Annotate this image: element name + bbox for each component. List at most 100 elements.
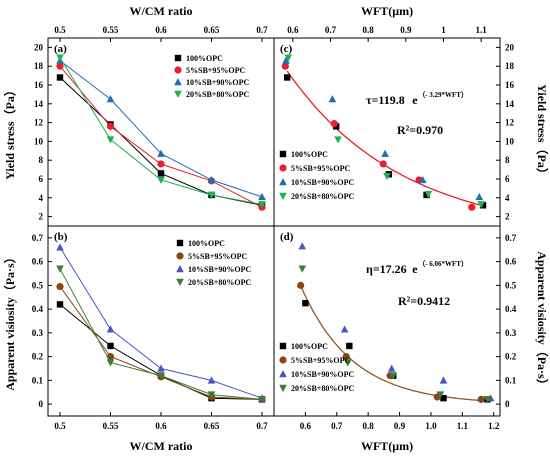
y-tick-label: 0.7 — [32, 233, 44, 243]
x-tick-label: 0.6 — [155, 421, 167, 431]
data-point — [157, 170, 165, 177]
data-point — [389, 372, 398, 380]
x-tick-label: 1 — [441, 25, 446, 35]
data-point — [439, 376, 448, 384]
data-point — [56, 54, 64, 62]
y-tick-label: 0.4 — [32, 304, 44, 314]
y-tick-label: 6 — [505, 174, 510, 184]
data-point — [298, 265, 307, 273]
y-tick-label: 0.2 — [32, 352, 44, 362]
x-tick-label: 1.0 — [425, 421, 437, 431]
y-tick-label: 14 — [505, 99, 515, 109]
legend-label: 5%SB+95%OPC — [291, 164, 350, 173]
plot-frame — [273, 225, 501, 417]
x-tick-label: 0.9 — [394, 421, 406, 431]
legend-marker — [174, 54, 182, 62]
data-point — [383, 172, 391, 181]
legend-marker — [176, 252, 184, 260]
data-point — [297, 281, 305, 289]
y-tick-label: 4 — [39, 193, 44, 203]
y-tick-label: 0.1 — [505, 375, 517, 385]
series-line — [59, 286, 263, 400]
fit-equation-exponent: （- 3.29*WFT） — [418, 91, 468, 99]
data-point — [479, 202, 487, 209]
data-point — [106, 122, 115, 130]
y-tick-label: 8 — [39, 155, 44, 165]
data-point — [343, 359, 352, 367]
data-point — [207, 391, 216, 399]
data-point — [56, 62, 64, 70]
data-point — [346, 342, 353, 350]
data-point — [207, 175, 216, 184]
data-point — [157, 160, 165, 168]
data-point — [106, 95, 115, 103]
y-tick-label: 2 — [39, 212, 44, 222]
legend-label: 5%SB+95%OPC — [188, 252, 247, 261]
legend-marker — [174, 66, 182, 74]
legend-label: 100%OPC — [186, 54, 223, 63]
data-point — [106, 325, 115, 333]
data-point — [157, 372, 165, 380]
x-tick-label: 0.6 — [155, 25, 167, 35]
legend-label: 100%OPC — [291, 342, 328, 351]
x-tick-label: 1.2 — [488, 421, 500, 431]
data-point — [258, 201, 266, 209]
fit-equation-base: e — [412, 93, 418, 107]
series-line — [59, 65, 263, 208]
y-tick-label: 18 — [505, 61, 515, 71]
y-tick-label: 0.6 — [32, 257, 44, 267]
x-tick-label: 0.7 — [325, 25, 337, 35]
panel-label: (d) — [280, 231, 294, 243]
x-tick-label: 0.7 — [331, 421, 343, 431]
data-point — [379, 160, 387, 168]
legend-marker — [279, 342, 287, 350]
y-tick-label: 0.4 — [505, 304, 517, 314]
data-point — [207, 191, 216, 199]
data-point — [157, 364, 165, 372]
legend-marker — [176, 239, 184, 247]
legend-marker — [176, 265, 184, 273]
legend-marker — [174, 78, 182, 86]
data-point — [56, 265, 64, 273]
legend-label: 5%SB+95%OPC — [186, 66, 245, 75]
fit-curve — [300, 285, 491, 402]
data-point — [424, 190, 433, 199]
legend-label: 10%SB+90%OPC — [188, 265, 251, 274]
data-point — [56, 74, 64, 81]
legend-label: 5%SB+95%OPC — [291, 356, 350, 365]
data-point — [106, 353, 115, 361]
x-tick-label: 0.8 — [363, 421, 375, 431]
top-x-axis-title: WFT(μm) — [361, 4, 413, 18]
panel-label: (b) — [54, 231, 68, 243]
panel-label: (c) — [280, 43, 293, 55]
data-point — [298, 242, 307, 250]
x-tick-label: 1.1 — [457, 421, 469, 431]
data-point — [157, 149, 165, 157]
right-y-axis-title: Yield stress（Pa） — [535, 84, 550, 180]
y-tick-label: 8 — [505, 155, 510, 165]
bottom-x-axis-title: W/CM ratio — [130, 439, 193, 453]
y-tick-label: 10 — [34, 136, 44, 146]
legend-marker — [174, 90, 182, 98]
x-tick-label: 0.55 — [103, 421, 119, 431]
legend-marker — [279, 164, 287, 172]
x-tick-label: 1.1 — [476, 25, 488, 35]
y-tick-label: 2 — [505, 212, 510, 222]
y-tick-label: 0.7 — [505, 233, 517, 243]
data-point — [56, 282, 64, 291]
data-point — [342, 353, 350, 361]
legend-label: 20%SB+80%OPC — [291, 384, 354, 393]
legend-label: 20%SB+80%OPC — [186, 90, 249, 99]
data-point — [340, 325, 349, 333]
series-line — [59, 304, 263, 400]
data-point — [328, 95, 337, 103]
legend-marker — [279, 370, 287, 378]
data-point — [56, 243, 64, 251]
x-tick-label: 0.55 — [103, 25, 119, 35]
panel-label: (a) — [54, 43, 67, 55]
y-tick-label: 0.3 — [505, 328, 517, 338]
x-tick-label: 0.7 — [256, 25, 268, 35]
y-tick-label: 16 — [34, 80, 44, 90]
legend-label: 10%SB+90%OPC — [186, 78, 249, 87]
data-point — [475, 192, 484, 201]
